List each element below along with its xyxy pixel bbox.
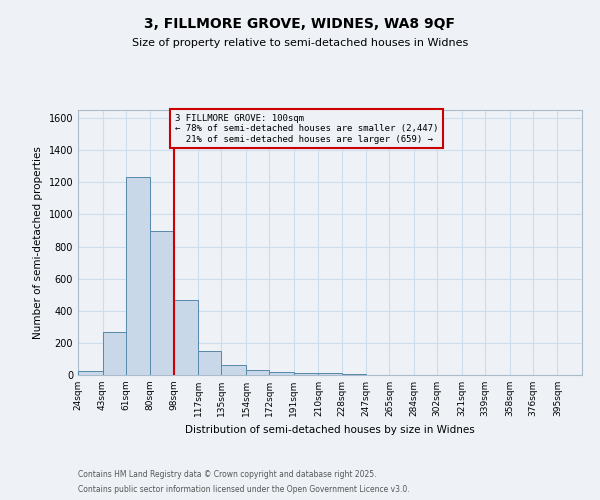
Bar <box>78 370 103 375</box>
Bar <box>173 300 198 375</box>
Bar <box>246 370 269 375</box>
Text: Contains HM Land Registry data © Crown copyright and database right 2025.: Contains HM Land Registry data © Crown c… <box>78 470 377 479</box>
Text: Size of property relative to semi-detached houses in Widnes: Size of property relative to semi-detach… <box>132 38 468 48</box>
Text: 3 FILLMORE GROVE: 100sqm
← 78% of semi-detached houses are smaller (2,447)
  21%: 3 FILLMORE GROVE: 100sqm ← 78% of semi-d… <box>175 114 438 144</box>
Bar <box>294 374 319 375</box>
Text: Contains public sector information licensed under the Open Government Licence v3: Contains public sector information licen… <box>78 485 410 494</box>
Bar <box>198 351 221 375</box>
Bar <box>126 178 151 375</box>
X-axis label: Distribution of semi-detached houses by size in Widnes: Distribution of semi-detached houses by … <box>185 424 475 434</box>
Bar <box>151 232 173 375</box>
Y-axis label: Number of semi-detached properties: Number of semi-detached properties <box>33 146 43 339</box>
Bar <box>341 374 366 375</box>
Bar <box>319 374 341 375</box>
Bar <box>221 364 246 375</box>
Bar <box>269 372 294 375</box>
Text: 3, FILLMORE GROVE, WIDNES, WA8 9QF: 3, FILLMORE GROVE, WIDNES, WA8 9QF <box>145 18 455 32</box>
Bar <box>103 332 126 375</box>
